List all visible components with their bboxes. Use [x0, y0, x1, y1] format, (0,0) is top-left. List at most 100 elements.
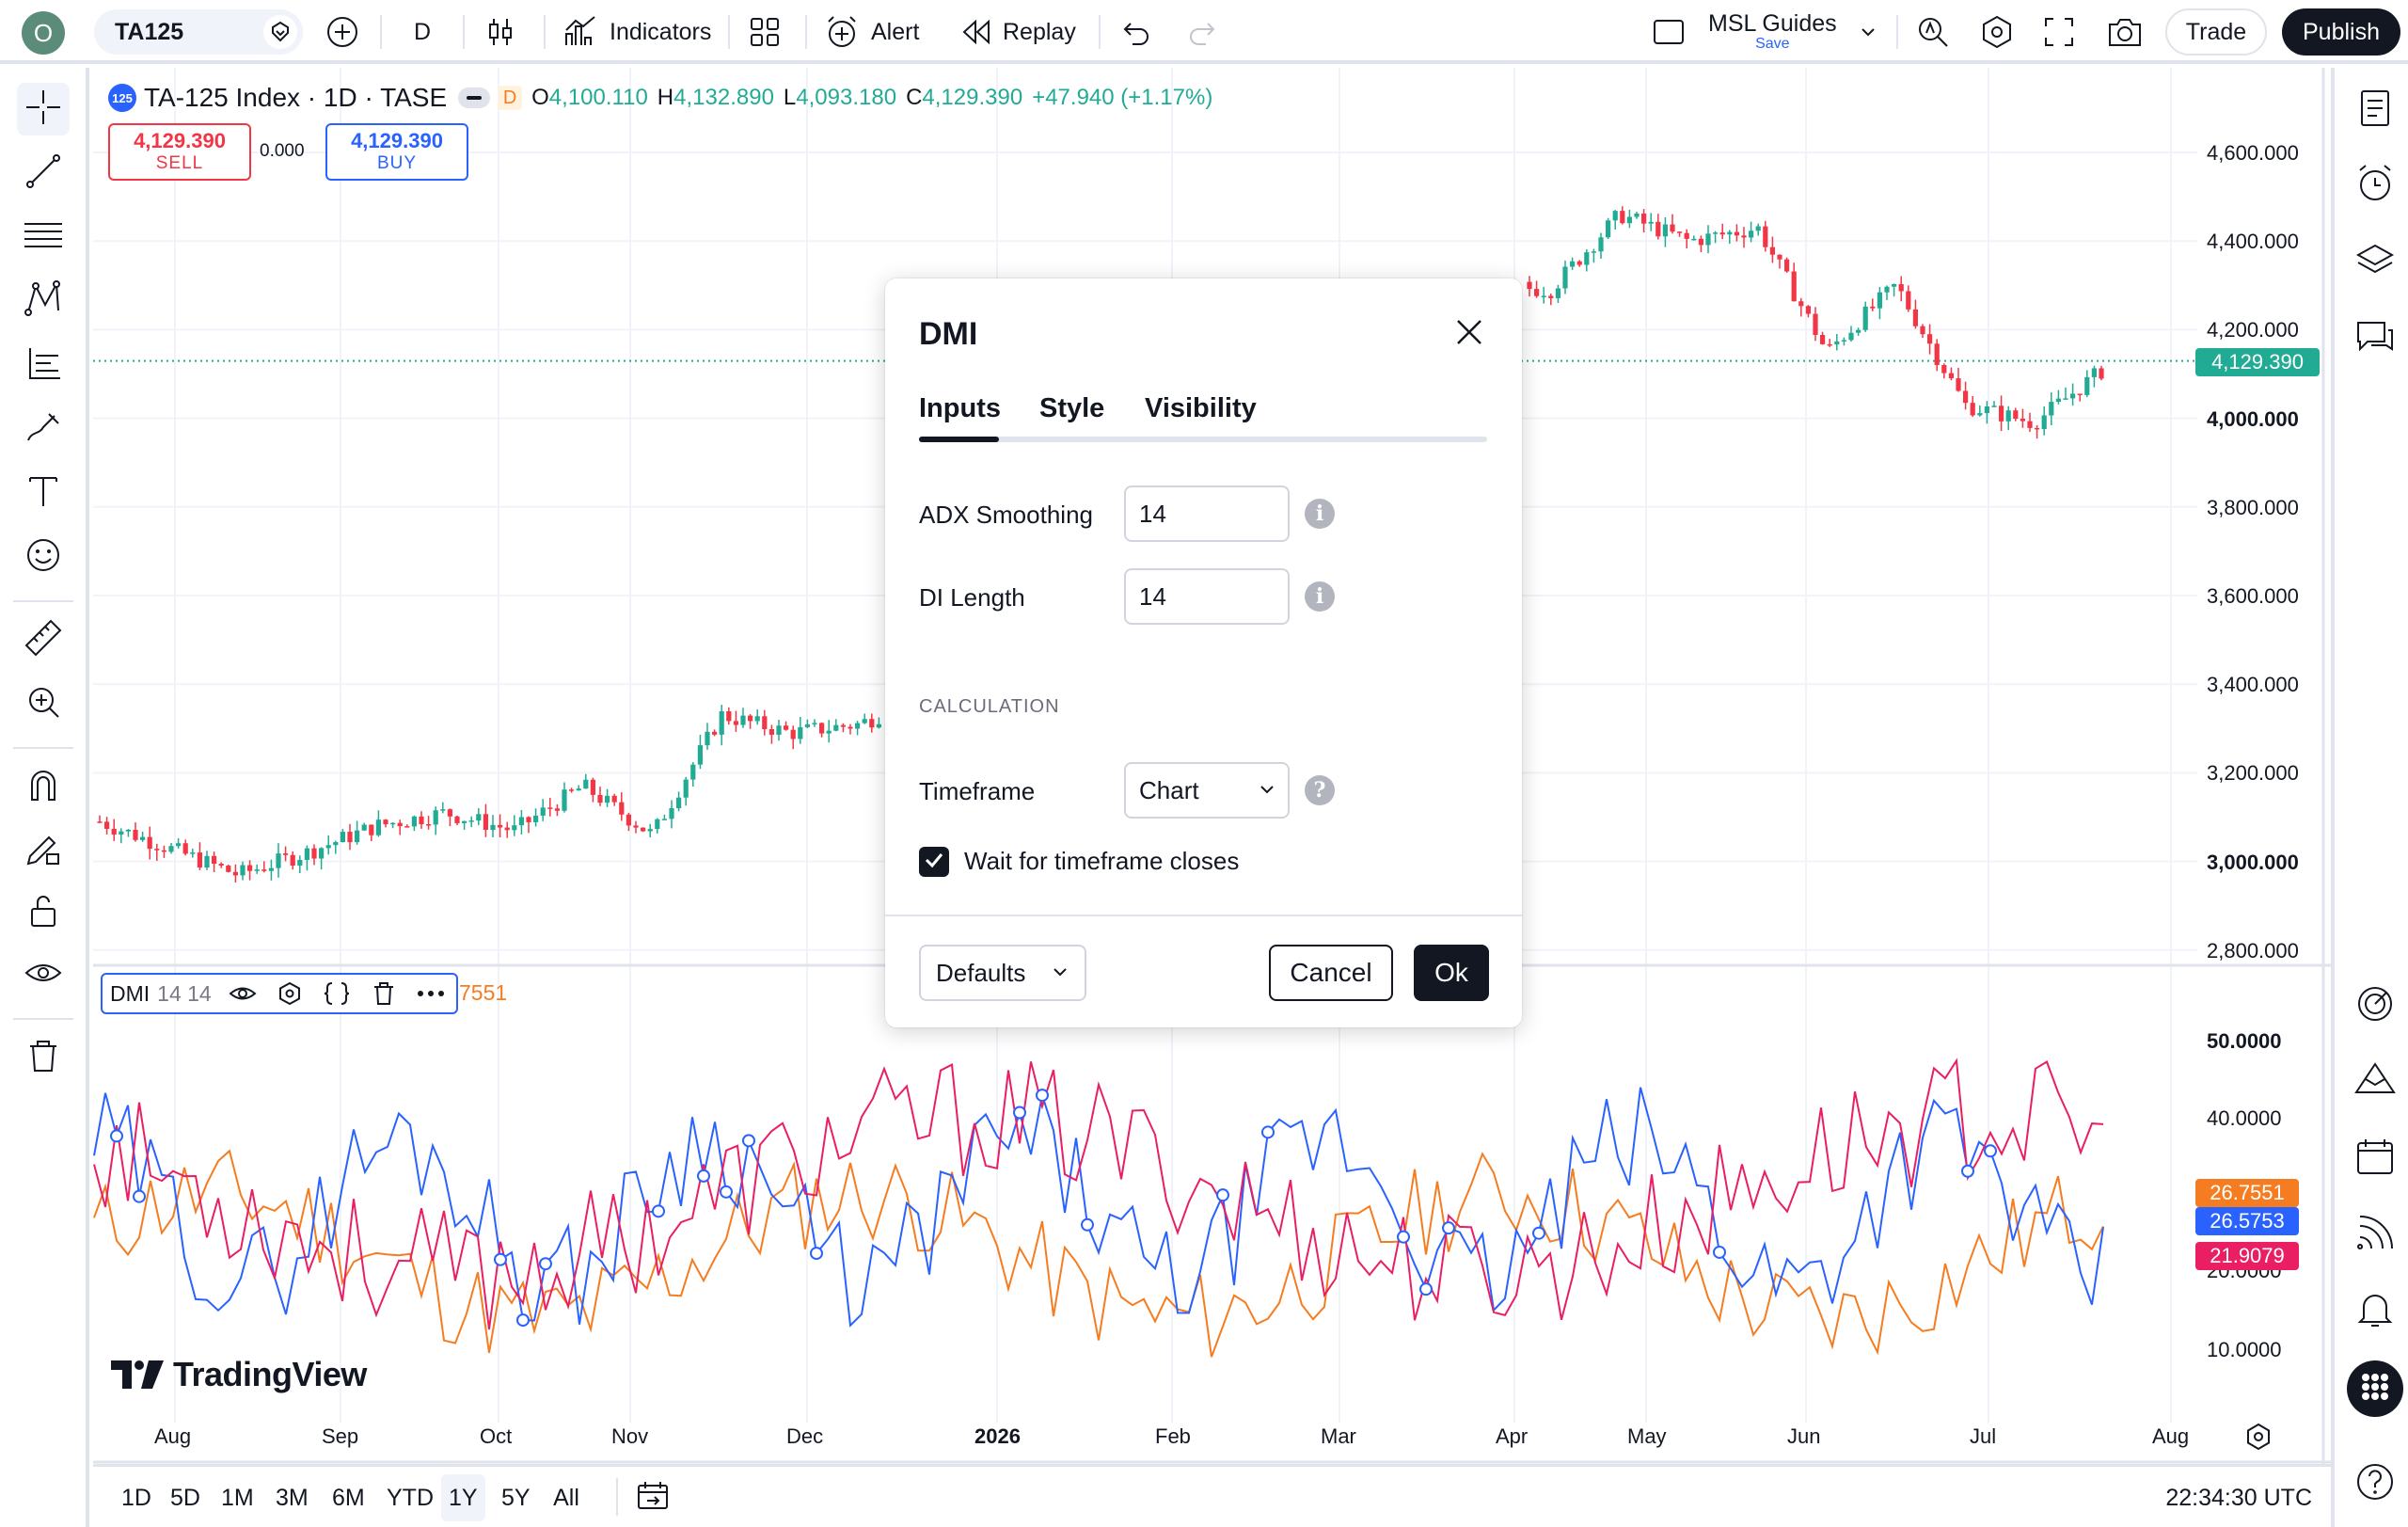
measure-tool[interactable]	[17, 613, 70, 666]
notifications-button[interactable]	[2350, 1285, 2400, 1336]
tab-visibility[interactable]: Visibility	[1145, 393, 1257, 423]
hide-drawings-tool[interactable]	[17, 948, 70, 1001]
text-tool[interactable]	[17, 467, 70, 519]
dmi-source-code-button[interactable]	[313, 981, 360, 1006]
forecast-tool[interactable]	[17, 339, 70, 391]
lock-drawings-tool[interactable]	[17, 886, 70, 939]
range-1m[interactable]: 1M	[221, 1484, 254, 1511]
crossover-marker	[110, 1129, 123, 1143]
redo-button[interactable]	[1187, 0, 1217, 64]
symbol-menu-icon[interactable]	[263, 15, 297, 49]
alert-button[interactable]: Alert	[824, 0, 919, 64]
ideas-button[interactable]	[2350, 1056, 2400, 1106]
indicators-icon	[562, 15, 598, 49]
indicator-settings-dialog: DMI Inputs Style Visibility ADX Smoothin…	[885, 278, 1522, 1027]
calendar-button[interactable]	[2350, 1133, 2400, 1184]
help-button[interactable]	[2350, 1458, 2400, 1509]
crosshair-tool[interactable]	[17, 83, 70, 135]
symbol-search[interactable]: TA125	[94, 9, 303, 55]
range-5d[interactable]: 5D	[170, 1484, 200, 1511]
more-apps-button[interactable]	[2347, 1360, 2403, 1417]
interval-button[interactable]: D	[414, 0, 431, 64]
clock[interactable]: 22:34:30 UTC	[2165, 1474, 2312, 1521]
screener-button[interactable]	[2350, 980, 2400, 1031]
adx-smoothing-input[interactable]: 14	[1124, 485, 1290, 542]
toolbar-divider	[380, 15, 382, 49]
dmi-name: DMI	[110, 980, 150, 1006]
magnet-tool[interactable]	[17, 760, 70, 813]
dmi-delete-button[interactable]	[360, 981, 407, 1006]
trend-line-tool[interactable]	[17, 147, 70, 199]
news-button[interactable]	[2350, 1210, 2400, 1261]
user-avatar[interactable]: O	[22, 11, 65, 55]
indicators-button[interactable]: Indicators	[562, 0, 711, 64]
info-icon[interactable]: i	[1305, 499, 1335, 529]
stay-drawing-tool[interactable]	[17, 824, 70, 877]
zoom-tool[interactable]	[17, 677, 70, 730]
tab-inputs[interactable]: Inputs	[919, 393, 1001, 423]
cancel-button[interactable]: Cancel	[1269, 945, 1393, 1001]
add-symbol-button[interactable]	[325, 0, 359, 64]
range-3m[interactable]: 3M	[276, 1484, 309, 1511]
layout-menu-button[interactable]	[1859, 0, 1877, 64]
range-1d[interactable]: 1D	[121, 1484, 151, 1511]
tab-style[interactable]: Style	[1039, 393, 1105, 423]
layout-toggle-button[interactable]	[1652, 0, 1686, 64]
settings-button[interactable]	[1979, 0, 2015, 64]
close-button[interactable]	[1448, 312, 1491, 356]
candle-body	[1999, 406, 2004, 422]
dmi-settings-button[interactable]	[266, 981, 313, 1006]
range-5y[interactable]: 5Y	[501, 1484, 531, 1511]
di-length-input[interactable]: 14	[1124, 568, 1290, 625]
info-icon[interactable]: i	[1305, 581, 1335, 612]
replay-button[interactable]: Replay	[959, 0, 1076, 64]
undo-button[interactable]	[1121, 0, 1151, 64]
ok-button[interactable]: Ok	[1414, 945, 1489, 1001]
alerts-button[interactable]	[2350, 160, 2400, 211]
remove-drawings-tool[interactable]	[17, 1031, 70, 1084]
tradingview-logo[interactable]: TradingView	[111, 1355, 367, 1394]
defaults-dropdown[interactable]: Defaults	[919, 945, 1086, 1001]
wait-timeframe-checkbox[interactable]	[919, 847, 949, 877]
snapshot-button[interactable]	[2107, 0, 2143, 64]
candle-body	[355, 830, 360, 843]
chart-canvas[interactable]	[93, 68, 2331, 1464]
object-tree-button[interactable]	[2350, 237, 2400, 288]
sell-button[interactable]: 4,129.390 SELL	[108, 123, 251, 181]
chats-button[interactable]	[2350, 314, 2400, 365]
pattern-tool[interactable]	[17, 275, 70, 327]
chevron-down-icon	[1051, 959, 1069, 988]
chart-type-button[interactable]	[483, 0, 517, 64]
price-scale-label: 2,800.000	[2207, 938, 2299, 962]
candle-body	[1934, 343, 1940, 365]
buy-button[interactable]: 4,129.390 BUY	[325, 123, 468, 181]
templates-button[interactable]	[749, 0, 781, 64]
brush-tool[interactable]	[17, 403, 70, 455]
goto-date-button[interactable]	[629, 1474, 676, 1521]
range-6m[interactable]: 6M	[332, 1484, 365, 1511]
range-1y[interactable]: 1Y	[441, 1474, 485, 1521]
fullscreen-button[interactable]	[2043, 0, 2075, 64]
dmi-hide-button[interactable]	[219, 983, 266, 1004]
candle-body	[590, 779, 595, 795]
chevron-down-icon	[1859, 23, 1877, 41]
layout-name-button[interactable]: MSL Guides Save	[1708, 0, 1837, 64]
help-icon[interactable]: ?	[1305, 775, 1335, 805]
emoji-tool[interactable]	[17, 531, 70, 583]
range-ytd[interactable]: YTD	[387, 1484, 434, 1511]
fib-tool[interactable]	[17, 211, 70, 263]
dmi-more-button[interactable]	[407, 990, 454, 997]
watchlist-button[interactable]	[2350, 85, 2400, 135]
quick-search-button[interactable]	[1915, 0, 1951, 64]
candle-body	[776, 725, 782, 735]
candle-body	[1626, 216, 1632, 224]
trade-button[interactable]: Trade	[2165, 8, 2267, 56]
candle-body	[533, 815, 539, 822]
candle-body	[1527, 281, 1532, 290]
publish-button[interactable]: Publish	[2282, 8, 2400, 56]
timeframe-select[interactable]: Chart	[1124, 762, 1290, 819]
range-all[interactable]: All	[553, 1484, 579, 1511]
time-scale-settings-button[interactable]	[2244, 1423, 2273, 1455]
dmi-legend[interactable]: DMI 14 14	[101, 973, 458, 1014]
price-scale-label: 3,200.000	[2207, 761, 2299, 786]
